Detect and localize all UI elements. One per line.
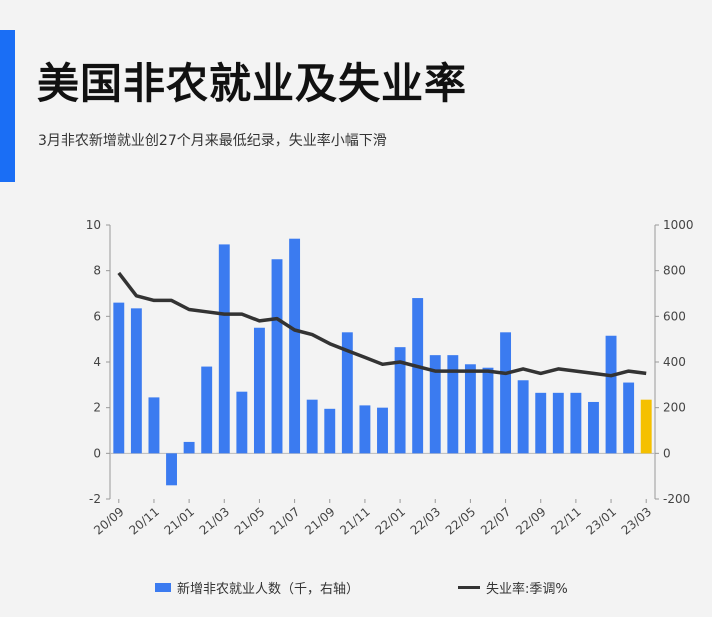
bar <box>588 401 599 454</box>
legend-item-bars: 新增非农就业人数（千，右轴） <box>155 578 359 597</box>
bar <box>148 397 160 454</box>
right-tick-label: 1000 <box>663 218 694 232</box>
legend-line-swatch <box>458 586 480 589</box>
x-tick-label: 21/01 <box>162 505 197 538</box>
legend-line-label: 失业率:季调% <box>486 582 568 597</box>
x-tick-label: 20/11 <box>126 505 161 538</box>
right-tick-label: 200 <box>663 401 686 415</box>
right-tick-label: -200 <box>663 492 690 506</box>
x-tick-label: 22/03 <box>408 505 443 538</box>
bar <box>377 407 388 454</box>
bar <box>412 298 424 454</box>
bar <box>447 355 459 454</box>
x-tick-label: 22/11 <box>548 505 583 538</box>
bar <box>482 367 494 454</box>
right-tick-label: 800 <box>663 264 686 278</box>
right-tick-label: 600 <box>663 309 686 323</box>
bar <box>166 453 177 486</box>
bar <box>271 259 283 454</box>
bar <box>183 441 195 454</box>
right-tick-label: 0 <box>663 446 671 460</box>
x-tick-label: 23/03 <box>619 505 654 538</box>
legend-bar-label: 新增非农就业人数（千，右轴） <box>177 582 360 597</box>
bar <box>113 302 125 454</box>
bar <box>341 332 353 454</box>
x-tick-label: 21/03 <box>197 505 232 538</box>
chart-title: 美国非农就业及失业率 <box>37 59 468 108</box>
bar <box>236 391 248 454</box>
x-tick-label: 21/07 <box>267 505 302 538</box>
bar <box>623 382 635 454</box>
left-tick-label: 0 <box>93 446 101 460</box>
left-tick-label: 10 <box>86 218 101 232</box>
bar <box>640 399 652 454</box>
x-tick-label: 22/09 <box>513 505 548 538</box>
x-tick-label: 23/01 <box>583 505 618 538</box>
bar <box>201 366 213 454</box>
bar <box>500 332 512 454</box>
x-tick-label: 22/07 <box>478 505 513 538</box>
bar <box>306 399 318 454</box>
x-tick-label: 22/05 <box>443 505 478 538</box>
right-tick-label: 400 <box>663 355 686 369</box>
bar <box>218 244 230 454</box>
left-tick-label: 6 <box>93 309 101 323</box>
unemployment-rate-line <box>117 271 647 378</box>
bar <box>289 238 301 454</box>
bar <box>464 364 476 454</box>
x-tick-label: 22/01 <box>373 505 408 538</box>
title-accent-bar <box>0 30 15 182</box>
bar <box>570 392 582 454</box>
bar <box>394 347 406 454</box>
x-tick-label: 21/09 <box>302 505 337 538</box>
bar <box>324 408 336 454</box>
x-tick-label: 21/05 <box>232 505 267 538</box>
bar <box>359 405 371 454</box>
left-tick-label: -2 <box>89 492 101 506</box>
legend-bar-swatch <box>155 583 171 592</box>
bar <box>429 355 441 454</box>
x-tick-label: 20/09 <box>91 505 126 538</box>
x-tick-label: 21/11 <box>337 505 372 538</box>
left-tick-label: 4 <box>93 355 101 369</box>
left-tick-label: 2 <box>93 401 101 415</box>
bar <box>552 392 564 454</box>
bar <box>605 335 617 454</box>
bar <box>253 327 265 454</box>
legend-item-line: 失业率:季调% <box>458 578 568 597</box>
left-tick-label: 8 <box>93 264 101 278</box>
bar <box>130 308 142 454</box>
bar <box>517 380 529 454</box>
bar <box>535 392 547 454</box>
chart-subtitle: 3月非农新增就业创27个月来最低纪录，失业率小幅下滑 <box>38 133 387 149</box>
